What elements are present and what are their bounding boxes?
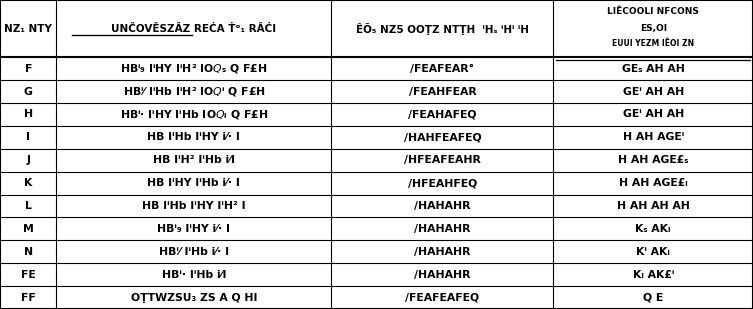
Text: HB IⁱH² IⁱHb i⁄I: HB IⁱH² IⁱHb i⁄I [153,155,235,165]
Text: EUUI YEZM IÊOI ZN: EUUI YEZM IÊOI ZN [612,39,694,48]
Text: Q E: Q E [643,293,663,303]
Text: HBⁱ· IⁱHb i⁄I: HBⁱ· IⁱHb i⁄I [162,270,226,280]
Text: HBⁱ₉ IⁱHY i⁄· I: HBⁱ₉ IⁱHY i⁄· I [157,224,230,234]
Text: UNČOVĚSZÂZ REĊA Ṫᵒ₁ RÂĊI: UNČOVĚSZÂZ REĊA Ṫᵒ₁ RÂĊI [111,23,276,34]
Text: /FEAFEAFEQ: /FEAFEAFEQ [405,293,480,303]
Text: OṬTWZSU₃ ZS A Q HI: OṬTWZSU₃ ZS A Q HI [131,293,257,303]
Text: HBⁱ₉ IⁱHY IⁱH² IO$  Q $ₛ Q F£H: HBⁱ₉ IⁱHY IⁱH² IO$ Q $ₛ Q F£H [120,62,267,75]
Text: NZ₁ NTY: NZ₁ NTY [5,23,52,34]
Text: H AH AGEᴵ: H AH AGEᴵ [623,132,684,142]
Text: HB IⁱHY IⁱHb i⁄· I: HB IⁱHY IⁱHb i⁄· I [148,178,240,188]
Text: HB IⁱHb IⁱHY IⁱH² I: HB IⁱHb IⁱHY IⁱH² I [142,201,245,211]
Text: GEⁱ AH AH: GEⁱ AH AH [623,109,684,119]
Text: Kⁱ AKₗ: Kⁱ AKₗ [636,247,670,257]
Text: /HAHAHR: /HAHAHR [414,201,471,211]
Text: FE: FE [21,270,35,280]
Text: /HAHAHR: /HAHAHR [414,247,471,257]
Text: GEₛ AH AH: GEₛ AH AH [622,64,684,74]
Text: G: G [24,87,32,96]
Text: J: J [26,155,30,165]
Text: H AH AGE£ₛ: H AH AGE£ₛ [618,155,688,165]
Text: L: L [25,201,32,211]
Text: H: H [23,109,33,119]
Text: ES,OI: ES,OI [639,24,667,33]
Text: /FEAHAFEQ: /FEAHAFEQ [408,109,477,119]
Text: GEⁱ AH AH: GEⁱ AH AH [623,87,684,96]
Text: Kₗ AK£ⁱ: Kₗ AK£ⁱ [633,270,674,280]
Text: /FEAFEAR°: /FEAFEAR° [410,64,474,74]
Text: M: M [23,224,34,234]
Text: HBⁱ⁄ IⁱHb IⁱH² IO$  Q $ⁱ Q F£H: HBⁱ⁄ IⁱHb IⁱH² IO$ Q $ⁱ Q F£H [123,85,265,98]
Text: HBⁱ⁄ IⁱHb i⁄· I: HBⁱ⁄ IⁱHb i⁄· I [159,247,229,257]
Text: N: N [23,247,33,257]
Text: /HAHAHR: /HAHAHR [414,270,471,280]
Text: K: K [24,178,32,188]
Text: /HFEAHFEQ: /HFEAHFEQ [408,178,477,188]
Text: H AH AGE£ₗ: H AH AGE£ₗ [619,178,687,188]
Text: HBⁱ· IⁱHY IⁱHb IO$  Q $ₗ Q F£H: HBⁱ· IⁱHY IⁱHb IO$ Q $ₗ Q F£H [120,108,268,121]
Text: HB IⁱHb IⁱHY i⁄· I: HB IⁱHb IⁱHY i⁄· I [148,132,240,142]
Text: F: F [25,64,32,74]
Text: H AH AH AH: H AH AH AH [617,201,690,211]
Text: /HAHFEAFEQ: /HAHFEAFEQ [404,132,481,142]
Text: I: I [26,132,30,142]
Text: Kₛ AKₗ: Kₛ AKₗ [636,224,671,234]
Text: FF: FF [21,293,35,303]
Text: /HFEAFEAHR: /HFEAFEAHR [404,155,481,165]
Text: /HAHAHR: /HAHAHR [414,224,471,234]
Text: ÊÕ₅ NZ5 OOṬZ NTṬH  ⁱHₛ ⁱHⁱ ⁱH: ÊÕ₅ NZ5 OOṬZ NTṬH ⁱHₛ ⁱHⁱ ⁱH [356,23,529,35]
Text: LIÊCOOLI NFCONS: LIÊCOOLI NFCONS [607,7,700,16]
Text: /FEAHFEAR: /FEAHFEAR [409,87,476,96]
